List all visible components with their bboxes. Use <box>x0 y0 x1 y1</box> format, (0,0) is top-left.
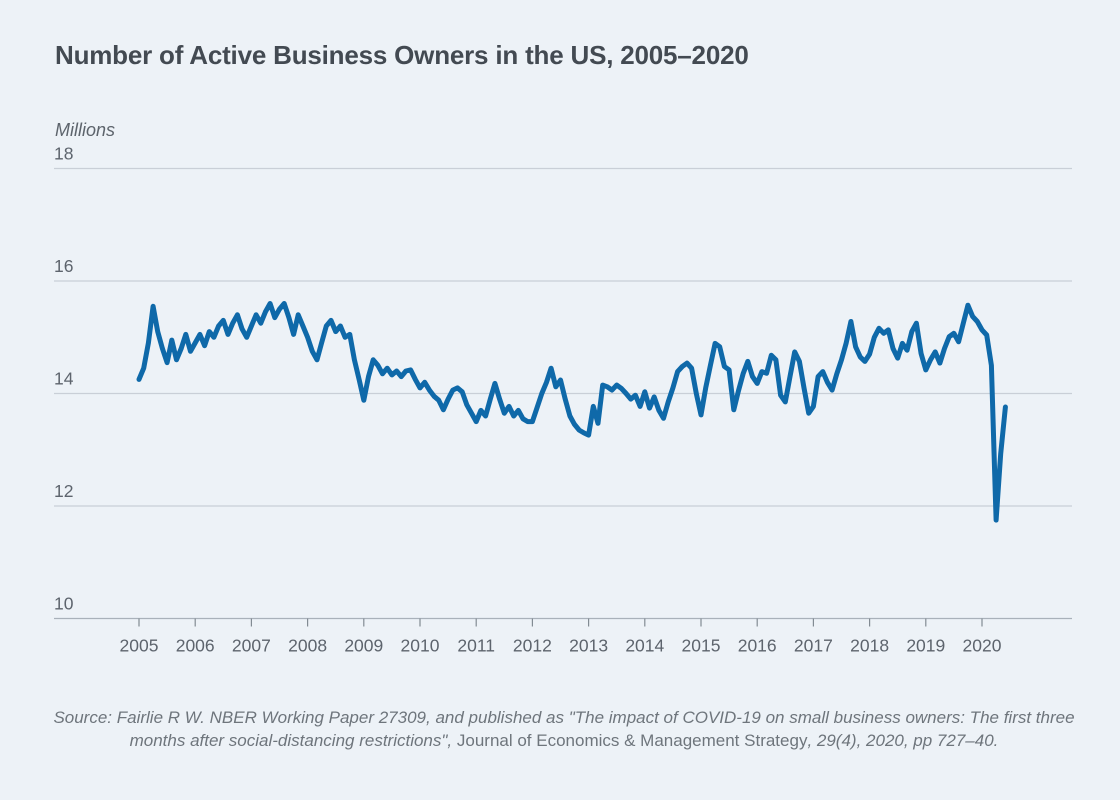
x-tick-label: 2009 <box>344 636 383 656</box>
y-tick-label: 16 <box>54 256 73 276</box>
y-axis-unit-label: Millions <box>55 120 116 140</box>
x-tick-label: 2017 <box>794 636 833 656</box>
x-tick-label: 2018 <box>850 636 889 656</box>
data-line-active-business-owners <box>136 301 1008 523</box>
x-tick-label: 2008 <box>288 636 327 656</box>
chart-title: Number of Active Business Owners in the … <box>55 40 749 70</box>
source-journal-name: Journal of Economics & Management Strate… <box>456 731 808 750</box>
x-tick-label: 2014 <box>625 636 664 656</box>
x-tick-label: 2007 <box>232 636 271 656</box>
x-tick-label: 2006 <box>176 636 215 656</box>
x-tick-label: 2010 <box>401 636 440 656</box>
source-note: Source: Fairlie R W. NBER Working Paper … <box>40 706 1088 752</box>
y-tick-label: 14 <box>54 369 74 389</box>
x-tick-label: 2012 <box>513 636 552 656</box>
x-tick-label: 2015 <box>682 636 721 656</box>
source-text-tail: , 29(4), 2020, pp 727–40. <box>807 731 999 750</box>
x-tick-label: 2016 <box>738 636 777 656</box>
x-tick-label: 2020 <box>963 636 1002 656</box>
source-text-lead: Source: Fairlie R W. NBER Working Paper … <box>53 708 1075 750</box>
y-tick-label: 12 <box>54 481 73 501</box>
y-tick-label: 10 <box>54 594 74 614</box>
x-tick-label: 2005 <box>120 636 159 656</box>
x-tick-label: 2019 <box>906 636 945 656</box>
x-tick-label: 2013 <box>569 636 608 656</box>
y-tick-label: 18 <box>54 144 73 164</box>
x-tick-label: 2011 <box>457 636 495 656</box>
